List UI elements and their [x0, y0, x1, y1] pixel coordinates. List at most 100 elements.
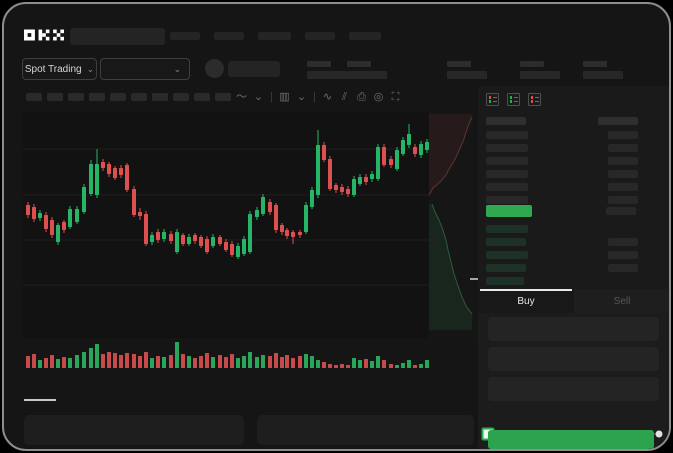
nav-item-4[interactable] — [305, 32, 335, 40]
pair-avatar[interactable] — [205, 59, 224, 78]
bid-row[interactable] — [486, 249, 638, 262]
timeframe-button-6[interactable] — [131, 92, 147, 101]
book-view-bids-icon[interactable] — [507, 93, 520, 106]
market-type-selector[interactable]: Spot Trading ⌄ — [22, 58, 97, 80]
tab-sell[interactable]: Sell — [574, 289, 669, 313]
indicators-icon[interactable]: ∿ — [322, 91, 333, 103]
last-price-amount-placeholder — [606, 207, 636, 215]
stat-label-placeholder — [583, 61, 607, 67]
tab-buy[interactable]: Buy — [478, 289, 574, 313]
line-style-icon[interactable]: 〜 — [236, 91, 247, 103]
timeframe-button-1[interactable] — [26, 92, 42, 101]
okx-logo-icon — [24, 29, 64, 41]
amount-placeholder — [608, 238, 638, 246]
price-column-header — [486, 117, 526, 125]
ticker-stat-3 — [447, 61, 491, 81]
sell-tab-label: Sell — [613, 295, 631, 307]
ticker-stat-5 — [583, 61, 627, 81]
timeframe-selector — [26, 92, 231, 101]
timeframe-button-5[interactable] — [110, 92, 126, 101]
ask-row[interactable] — [486, 181, 638, 194]
orderbook-view-switcher — [486, 93, 541, 106]
book-view-all-icon[interactable] — [486, 93, 499, 106]
nav-item-5[interactable] — [349, 32, 381, 40]
divider: | — [313, 91, 316, 103]
timeframe-button-4[interactable] — [89, 92, 105, 101]
ask-row[interactable] — [486, 142, 638, 155]
candle-type-icon[interactable]: ▥ — [279, 91, 290, 103]
nav-item-3[interactable] — [258, 32, 291, 40]
stat-label-placeholder — [520, 61, 544, 67]
amount-placeholder — [608, 196, 638, 204]
order-form — [478, 313, 669, 449]
candlestick-chart[interactable] — [22, 112, 474, 338]
market-type-label: Spot Trading — [24, 63, 82, 75]
volume-canvas — [26, 342, 429, 368]
buy-submit-button[interactable] — [488, 430, 654, 449]
order-field-3[interactable] — [488, 377, 659, 401]
price-placeholder — [486, 196, 528, 204]
timeframe-button-9[interactable] — [194, 92, 210, 101]
ask-row[interactable] — [486, 129, 638, 142]
order-field-1[interactable] — [488, 317, 659, 341]
price-placeholder — [486, 264, 526, 272]
order-form-fields — [488, 317, 659, 407]
stat-value-placeholder — [307, 71, 347, 79]
buy-tab-active-line — [480, 289, 572, 291]
book-view-asks-icon[interactable] — [528, 93, 541, 106]
amount-placeholder — [608, 183, 638, 191]
stat-label-placeholder — [447, 61, 471, 67]
okx-logo[interactable] — [24, 28, 64, 42]
stat-label-placeholder — [307, 61, 331, 67]
chevron-down-icon: ⌄ — [173, 63, 181, 74]
price-placeholder — [486, 251, 528, 259]
timeframe-button-2[interactable] — [47, 92, 63, 101]
last-price-bar[interactable] — [486, 205, 532, 217]
chart-settings-icon[interactable]: ◎ — [373, 91, 384, 103]
orderbook-header — [486, 115, 638, 128]
ask-row[interactable] — [486, 155, 638, 168]
bid-row[interactable] — [486, 262, 638, 275]
bid-row[interactable] — [486, 275, 638, 288]
search-input[interactable] — [70, 28, 165, 45]
ask-row[interactable] — [486, 194, 638, 207]
draw-tools-icon[interactable]: ⫽ — [342, 91, 347, 103]
chart-tools: 〜 ⌄ | ▥ ⌄ | ∿ ⫽ ⎙ ◎ ⛶ — [234, 90, 403, 104]
order-field-2[interactable] — [488, 347, 659, 371]
bottom-panel-left — [24, 415, 244, 445]
amount-column-header — [598, 117, 638, 125]
chevron-down-icon[interactable]: ⌄ — [296, 91, 307, 103]
price-placeholder — [486, 131, 528, 139]
pair-selector[interactable]: ⌄ — [100, 58, 190, 80]
bid-row[interactable] — [486, 236, 638, 249]
bid-row[interactable] — [486, 223, 638, 236]
stat-value-placeholder — [583, 71, 623, 79]
nav-item-1[interactable] — [170, 32, 200, 40]
stat-value-placeholder — [520, 71, 560, 79]
pair-name-placeholder — [228, 61, 280, 77]
ask-row[interactable] — [486, 168, 638, 181]
amount-placeholder — [608, 144, 638, 152]
stat-value-placeholder — [447, 71, 487, 79]
right-panel: Buy Sell — [478, 86, 669, 449]
orderbook-bids — [486, 223, 638, 288]
amount-placeholder — [608, 264, 638, 272]
amount-placeholder — [608, 251, 638, 259]
chevron-down-icon[interactable]: ⌄ — [253, 91, 264, 103]
timeframe-button-7[interactable] — [152, 92, 168, 101]
stat-value-placeholder — [347, 71, 387, 79]
timeframe-button-10[interactable] — [215, 92, 231, 101]
fullscreen-icon[interactable]: ⛶ — [391, 91, 400, 103]
amount-placeholder — [608, 157, 638, 165]
timeframe-button-3[interactable] — [68, 92, 84, 101]
trade-tabs: Buy Sell — [478, 289, 669, 313]
price-placeholder — [486, 183, 528, 191]
slider-stop-100[interactable] — [655, 430, 663, 438]
screenshot-icon[interactable]: ⎙ — [357, 91, 366, 103]
nav-item-2[interactable] — [214, 32, 244, 40]
ticker-stat-2 — [347, 61, 391, 81]
timeframe-button-8[interactable] — [173, 92, 189, 101]
chart-canvas — [22, 112, 474, 338]
